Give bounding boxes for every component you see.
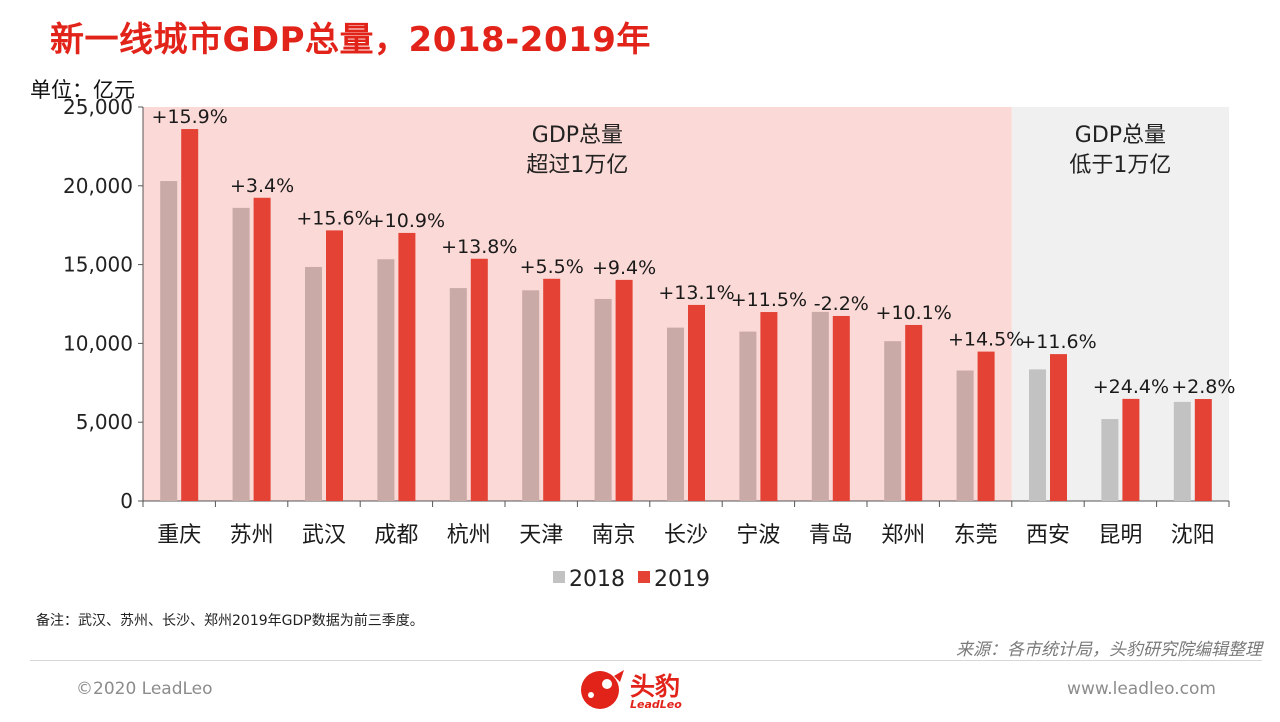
- growth-label: +11.6%: [1020, 331, 1096, 353]
- y-tick-label: 20,000: [63, 174, 133, 198]
- y-tick-label: 5,000: [76, 410, 133, 434]
- x-tick-label: 宁波: [736, 523, 780, 548]
- bar-2018-苏州: [232, 207, 250, 501]
- bar-2018-沈阳: [1173, 401, 1191, 501]
- x-tick-label: 南京: [592, 523, 636, 548]
- bar-2018-郑州: [884, 341, 902, 501]
- bar-2019-沈阳: [1194, 399, 1212, 501]
- growth-label: +2.8%: [1171, 376, 1235, 398]
- bar-2019-长沙: [688, 304, 705, 501]
- bar-2018-重庆: [160, 181, 178, 501]
- x-tick-label: 沈阳: [1171, 523, 1215, 548]
- x-tick-label: 武汉: [302, 523, 346, 548]
- bar-2018-成都: [377, 259, 395, 501]
- x-tick-label: 重庆: [157, 523, 201, 548]
- bar-2019-青岛: [832, 315, 850, 501]
- x-tick-label: 郑州: [881, 523, 925, 548]
- region-band-1: [1011, 107, 1229, 501]
- bar-2019-武汉: [326, 230, 343, 501]
- growth-label: +15.6%: [296, 207, 372, 229]
- region-label-line2: 超过1万亿: [526, 153, 628, 178]
- footnote: 备注：武汉、苏州、长沙、郑州2019年GDP数据为前三季度。: [36, 613, 424, 629]
- x-tick-label: 苏州: [230, 523, 274, 548]
- legend-swatch-2018: [553, 571, 565, 583]
- growth-label: +14.5%: [948, 329, 1024, 351]
- bar-2019-昆明: [1122, 398, 1140, 501]
- website-link[interactable]: www.leadleo.com: [1067, 679, 1216, 699]
- legend-label-2019: 2019: [654, 567, 710, 592]
- region-band-0: [143, 107, 1012, 501]
- leopard-icon: [581, 670, 624, 709]
- y-tick-label: 25,000: [63, 95, 133, 119]
- source-text: 来源：各市统计局，头豹研究院编辑整理: [956, 640, 1262, 660]
- x-tick-label: 杭州: [447, 523, 491, 548]
- bar-2019-东莞: [977, 351, 995, 501]
- bar-2019-西安: [1050, 354, 1067, 501]
- region-label-line1: GDP总量: [532, 123, 623, 148]
- x-tick-label: 成都: [374, 523, 418, 548]
- x-tick-label: 长沙: [664, 523, 708, 548]
- legend-label-2018: 2018: [569, 567, 625, 592]
- region-label-line1: GDP总量: [1075, 123, 1166, 148]
- bar-2019-天津: [543, 278, 561, 501]
- x-tick-label: 东莞: [954, 523, 998, 548]
- x-tick-label: 青岛: [809, 523, 853, 548]
- growth-label: +5.5%: [520, 256, 584, 278]
- bar-2018-西安: [1029, 369, 1046, 501]
- growth-label: +13.1%: [658, 282, 734, 304]
- bar-2018-青岛: [811, 311, 829, 501]
- bar-2019-宁波: [760, 312, 778, 501]
- bar-2019-南京: [615, 279, 633, 501]
- leadleo-logo[interactable]: 头豹 LeadLeo: [578, 664, 708, 718]
- growth-label: +15.9%: [152, 106, 228, 128]
- bar-2018-东莞: [956, 370, 974, 501]
- bar-2019-郑州: [905, 324, 923, 501]
- logo-subtext: LeadLeo: [630, 698, 682, 711]
- x-tick-label: 天津: [519, 523, 563, 548]
- y-tick-label: 15,000: [63, 253, 133, 277]
- growth-label: +3.4%: [230, 175, 294, 197]
- growth-label: +9.4%: [592, 257, 656, 279]
- bar-2018-宁波: [739, 331, 757, 501]
- x-tick-label: 西安: [1026, 523, 1070, 548]
- growth-label: +11.5%: [731, 289, 807, 311]
- growth-label: -2.2%: [814, 293, 869, 315]
- growth-label: +24.4%: [1093, 376, 1169, 398]
- bar-2018-天津: [522, 290, 540, 501]
- bar-2019-成都: [398, 232, 416, 501]
- bar-2019-苏州: [253, 197, 271, 502]
- bar-2018-杭州: [449, 288, 467, 501]
- bar-2018-武汉: [305, 266, 322, 501]
- copyright-text: ©2020 LeadLeo: [76, 679, 213, 699]
- y-tick-label: 0: [120, 489, 133, 513]
- bar-2019-重庆: [181, 129, 199, 501]
- bar-2019-杭州: [470, 258, 488, 501]
- y-tick-label: 10,000: [63, 331, 133, 355]
- bar-2018-长沙: [667, 327, 684, 501]
- growth-label: +10.1%: [876, 302, 952, 324]
- bar-2018-昆明: [1101, 419, 1119, 501]
- growth-label: +10.9%: [369, 210, 445, 232]
- legend-swatch-2019: [638, 571, 650, 583]
- footer-divider: [30, 660, 1262, 661]
- unit-label: 单位：亿元: [30, 78, 135, 102]
- region-label-line2: 低于1万亿: [1069, 153, 1171, 178]
- page-title: 新一线城市GDP总量，2018-2019年: [50, 20, 651, 60]
- logo-text: 头豹: [630, 672, 681, 701]
- x-tick-label: 昆明: [1098, 523, 1142, 548]
- bar-2018-南京: [594, 298, 612, 501]
- growth-label: +13.8%: [441, 236, 517, 258]
